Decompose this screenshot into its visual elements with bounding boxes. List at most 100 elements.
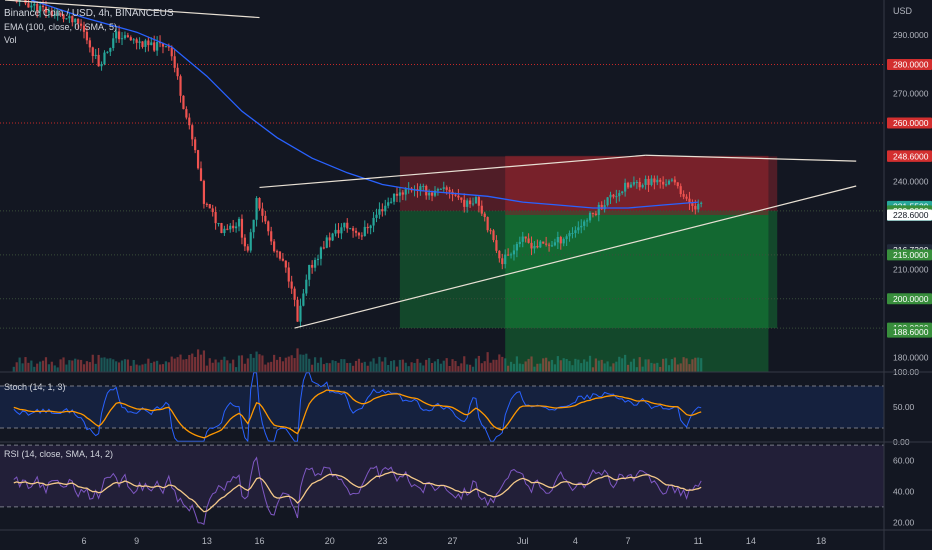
- volume-bar: [530, 356, 533, 372]
- volume-bar: [94, 363, 97, 372]
- volume-bar: [214, 359, 217, 372]
- volume-bar: [15, 362, 18, 372]
- candle-body: [621, 191, 624, 194]
- candle-body: [39, 5, 42, 12]
- volume-bar: [512, 363, 516, 372]
- candle-body: [129, 37, 132, 41]
- candle-body: [518, 241, 521, 245]
- volume-bar: [416, 358, 419, 372]
- volume-bar: [700, 358, 703, 372]
- volume-bar: [621, 358, 624, 372]
- volume-bar: [161, 364, 165, 372]
- candle-body: [235, 226, 238, 229]
- trendlines[interactable]: [4, 0, 857, 329]
- volume-bar: [688, 364, 691, 372]
- volume-bar: [638, 357, 641, 372]
- candle-body: [498, 250, 501, 259]
- volume-bar: [586, 361, 589, 372]
- volume-bar: [524, 361, 527, 372]
- volume-bar: [33, 366, 36, 372]
- candle-body: [56, 13, 59, 15]
- candle-body: [194, 139, 197, 151]
- volume-bar: [302, 354, 305, 372]
- candle-body: [381, 209, 384, 212]
- time-axis[interactable]: 6 9 13 16 20 23 27 Jul 4 7 11 14 18: [81, 536, 826, 546]
- candle-body: [565, 236, 568, 240]
- stoch-legend[interactable]: Stoch (14, 1, 3): [4, 382, 66, 392]
- volume-bar: [697, 357, 700, 372]
- volume-bar: [62, 357, 65, 372]
- currency-label: USD: [893, 6, 913, 16]
- volume-bar: [559, 360, 562, 372]
- price-badge-label: 200.0000: [893, 294, 929, 304]
- candle-body: [44, 7, 48, 13]
- symbol-legend[interactable]: Binance Coin / USD, 4h, BINANCEUS: [4, 8, 174, 19]
- volume-bar: [118, 362, 121, 372]
- volume-bar: [495, 359, 498, 372]
- ema-legend[interactable]: EMA (100, close, 0, SMA, 5): [4, 22, 117, 32]
- volume-bar: [249, 353, 252, 372]
- candle-body: [697, 203, 700, 210]
- volume-bar: [439, 363, 442, 372]
- volume-bar: [21, 363, 24, 372]
- volume-bar: [360, 362, 363, 372]
- volume-bar: [293, 358, 296, 372]
- candle-body: [132, 39, 135, 41]
- candle-body: [223, 228, 226, 234]
- volume-bar: [629, 361, 633, 372]
- candle-body: [287, 267, 290, 282]
- volume-bar: [433, 361, 437, 372]
- candle-body: [211, 208, 214, 213]
- time-tick-label: 16: [254, 536, 264, 546]
- candle-body: [553, 242, 557, 246]
- candle-body: [436, 189, 440, 191]
- candle-body: [94, 54, 97, 57]
- volume-bar: [606, 361, 609, 372]
- volume-bar: [565, 359, 568, 372]
- volume-bar: [115, 361, 118, 372]
- time-tick-label: 13: [202, 536, 212, 546]
- candle-body: [284, 260, 287, 268]
- volume-bar: [305, 353, 308, 372]
- volume-bar: [664, 358, 668, 372]
- volume-bar: [425, 359, 428, 372]
- candle-body: [536, 245, 539, 248]
- candle-body: [471, 203, 475, 205]
- volume-bar: [357, 358, 361, 372]
- rsi-legend[interactable]: RSI (14, close, SMA, 14, 2): [4, 449, 113, 459]
- trendline: [294, 185, 857, 329]
- volume-bar: [132, 359, 135, 372]
- candle-body: [527, 238, 530, 243]
- volume-bar: [217, 362, 220, 372]
- vol-legend[interactable]: Vol: [4, 35, 17, 45]
- volume-bar: [226, 360, 229, 372]
- candle-body: [439, 188, 442, 190]
- volume-bar: [156, 360, 159, 372]
- volume-bar: [144, 363, 147, 372]
- volume-bar: [229, 363, 232, 372]
- candle-body: [33, 3, 36, 6]
- candle-body: [530, 242, 533, 249]
- candle-body: [428, 192, 431, 196]
- price-axis[interactable]: 290.0000 270.0000 240.0000 210.0000 180.0000…: [887, 30, 932, 362]
- volume-bar: [194, 356, 197, 372]
- volume-bar: [580, 363, 583, 372]
- candle-body: [296, 299, 299, 322]
- candle-body: [615, 196, 618, 198]
- oscillator-line-signal: [13, 389, 702, 439]
- price-tick-label: 210.0000: [893, 264, 929, 274]
- volume-bar: [343, 359, 346, 372]
- volume-bar: [173, 358, 176, 372]
- candle-body: [232, 225, 235, 229]
- volume-bar: [597, 360, 600, 372]
- candle-body: [360, 235, 363, 237]
- volume-bar: [395, 366, 399, 372]
- position-tools[interactable]: [399, 155, 778, 372]
- candle-body: [214, 212, 217, 224]
- volume-bar: [691, 359, 694, 372]
- volume-bar: [334, 361, 337, 372]
- volume-bar: [41, 360, 45, 372]
- candle-body: [594, 213, 597, 215]
- stoch-pane-background: [0, 372, 884, 442]
- candle-body: [644, 178, 647, 185]
